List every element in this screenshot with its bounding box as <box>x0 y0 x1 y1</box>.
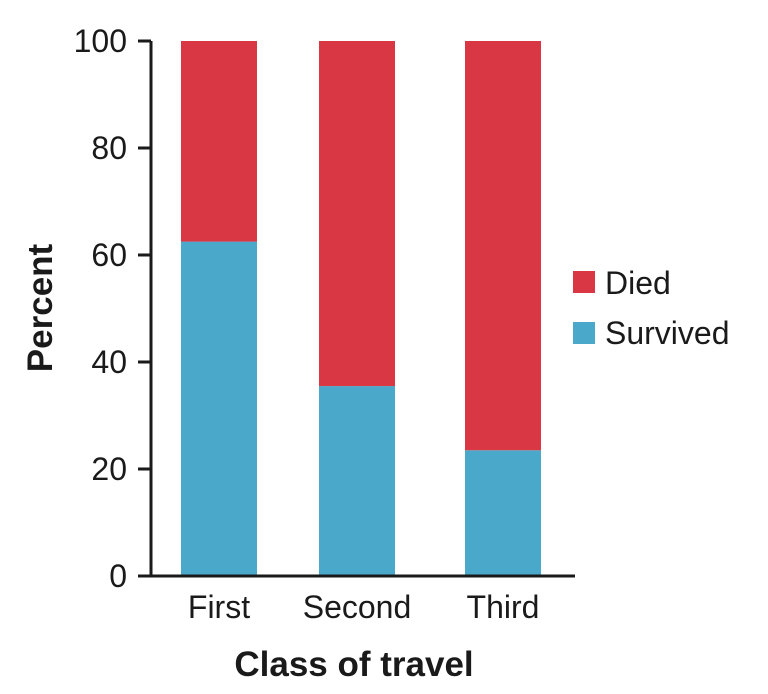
legend-label-survived: Survived <box>605 315 730 351</box>
legend-swatch-survived <box>573 322 595 344</box>
legend: Died Survived <box>573 265 730 351</box>
y-tick-label: 40 <box>91 344 127 380</box>
legend-label-died: Died <box>605 265 671 301</box>
bar-first-died <box>181 41 257 242</box>
y-axis-title: Percent <box>21 243 60 372</box>
bars-group <box>181 41 541 576</box>
y-tick-label: 80 <box>91 130 127 166</box>
y-axis-ticks: 0 20 40 60 80 100 <box>74 23 151 594</box>
x-tick-label-second: Second <box>303 589 412 625</box>
x-axis-title: Class of travel <box>234 645 473 684</box>
x-axis-ticks: First Second Third <box>188 589 540 625</box>
y-tick-label: 60 <box>91 237 127 273</box>
bar-first-survived <box>181 241 257 576</box>
bar-third-died <box>465 41 541 451</box>
bar-second-died <box>319 41 395 387</box>
y-tick-label: 20 <box>91 451 127 487</box>
x-tick-label-first: First <box>188 589 250 625</box>
y-tick-label: 100 <box>74 23 127 59</box>
x-tick-label-third: Third <box>467 589 540 625</box>
bar-third-survived <box>465 450 541 576</box>
bar-second-survived <box>319 386 395 576</box>
y-tick-label: 0 <box>109 558 127 594</box>
legend-swatch-died <box>573 271 595 293</box>
